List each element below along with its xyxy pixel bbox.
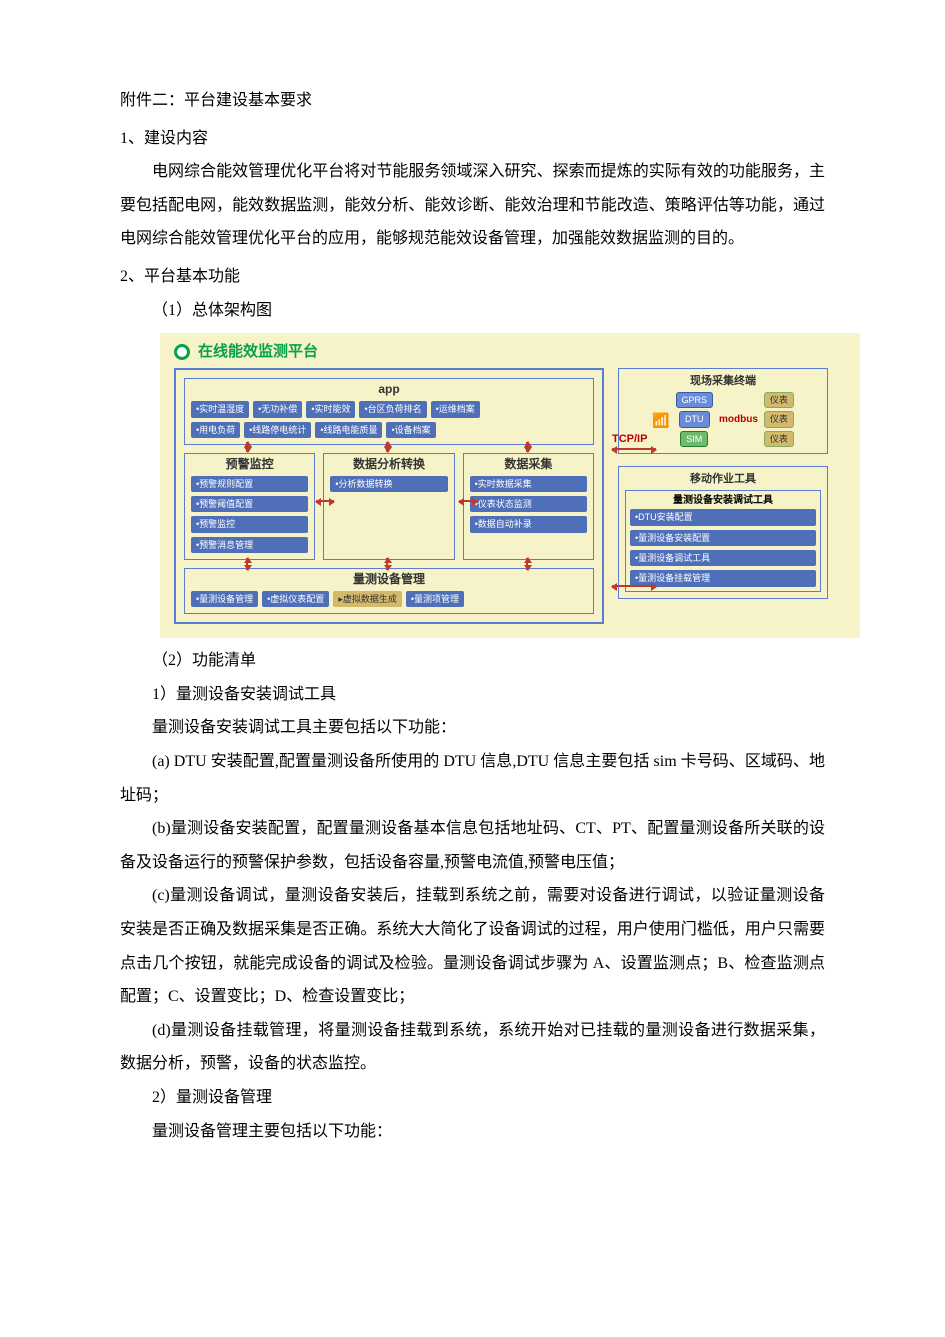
arrow-icon bbox=[316, 500, 334, 502]
box-mobile: 移动作业工具 量测设备安装调试工具 •DTU安装配置 •量测设备安装配置 •量测… bbox=[618, 466, 828, 599]
chip: •实时数据采集 bbox=[470, 476, 587, 492]
chip: •量测设备挂载管理 bbox=[630, 570, 816, 586]
chip: •量测设备管理 bbox=[191, 591, 258, 607]
arrow-icon bbox=[526, 558, 528, 570]
chip: •DTU安装配置 bbox=[630, 509, 816, 525]
module-analyze: 数据分析转换 •分析数据转换 bbox=[323, 453, 454, 560]
arrow-icon bbox=[386, 442, 388, 452]
chip: •设备档案 bbox=[386, 422, 435, 438]
meter-pill: 仪表 bbox=[764, 392, 794, 408]
attachment-title: 附件二：平台建设基本要求 bbox=[120, 84, 825, 118]
func-1-intro: 量测设备安装调试工具主要包括以下功能： bbox=[120, 711, 825, 745]
func-2-intro: 量测设备管理主要包括以下功能： bbox=[120, 1115, 825, 1149]
module-analyze-title: 数据分析转换 bbox=[330, 458, 447, 472]
tcp-ip-label: TCP/IP bbox=[612, 433, 647, 446]
chip: •线路电能质量 bbox=[315, 422, 382, 438]
chip: •实时温湿度 bbox=[191, 401, 249, 417]
chip: •线路停电统计 bbox=[244, 422, 311, 438]
section-2-2: （2）功能清单 bbox=[120, 644, 825, 678]
section-2-head: 2、平台基本功能 bbox=[120, 260, 825, 294]
chip: •预警阈值配置 bbox=[191, 496, 308, 512]
chip: •量测设备调试工具 bbox=[630, 550, 816, 566]
arrow-icon bbox=[386, 558, 388, 570]
box-terminal: 现场采集终端 📶 GPRS DTU SIM modbus 仪表 仪表 仪表 bbox=[618, 368, 828, 454]
chip: •无功补偿 bbox=[253, 401, 302, 417]
section-1-head: 1、建设内容 bbox=[120, 122, 825, 156]
title-dot-icon bbox=[174, 344, 190, 360]
mobile-sub-title: 量测设备安装调试工具 bbox=[630, 495, 816, 507]
meter-pill: 仪表 bbox=[764, 431, 794, 447]
chip: •量测设备安装配置 bbox=[630, 530, 816, 546]
section-1-body: 电网综合能效管理优化平台将对节能服务领域深入研究、探索而提炼的实际有效的功能服务… bbox=[120, 155, 825, 256]
chip: •预警消息管理 bbox=[191, 537, 308, 553]
chip: •量测项管理 bbox=[406, 591, 464, 607]
module-device: 量测设备管理 •量测设备管理 •虚拟仪表配置 ▸虚拟数据生成 •量测项管理 bbox=[184, 568, 594, 614]
module-collect: 数据采集 •实时数据采集 •仪表状态监测 •数据自动补录 bbox=[463, 453, 594, 560]
architecture-diagram: 在线能效监测平台 TCP/IP app •实时温湿度 •无功补偿 •实时能效 •… bbox=[160, 333, 860, 638]
module-collect-title: 数据采集 bbox=[470, 458, 587, 472]
dtu-pill: DTU bbox=[679, 411, 710, 427]
chip: •虚拟仪表配置 bbox=[262, 591, 329, 607]
chip: •运维档案 bbox=[431, 401, 480, 417]
module-app: app •实时温湿度 •无功补偿 •实时能效 •台区负荷排名 •运维档案 •用电… bbox=[184, 378, 594, 444]
func-1-b: (b)量测设备安装配置，配置量测设备基本信息包括地址码、CT、PT、配置量测设备… bbox=[120, 812, 825, 879]
arrow-icon bbox=[526, 442, 528, 452]
chip: •预警监控 bbox=[191, 516, 308, 532]
chip: •预警规则配置 bbox=[191, 476, 308, 492]
func-1-a: (a) DTU 安装配置,配置量测设备所使用的 DTU 信息,DTU 信息主要包… bbox=[120, 745, 825, 812]
modbus-label: modbus bbox=[719, 414, 758, 426]
module-warning: 预警监控 •预警规则配置 •预警阈值配置 •预警监控 •预警消息管理 bbox=[184, 453, 315, 560]
module-app-title: app bbox=[191, 383, 587, 397]
arrow-icon bbox=[459, 500, 477, 502]
diagram-title: 在线能效监测平台 bbox=[198, 343, 318, 360]
chip: •仪表状态监测 bbox=[470, 496, 587, 512]
func-1-c: (c)量测设备调试，量测设备安装后，挂载到系统之前，需要对设备进行调试，以验证量… bbox=[120, 879, 825, 1013]
func-1-d: (d)量测设备挂载管理，将量测设备挂载到系统，系统开始对已挂载的量测设备进行数据… bbox=[120, 1014, 825, 1081]
sim-pill: SIM bbox=[680, 431, 708, 447]
box-terminal-title: 现场采集终端 bbox=[625, 375, 821, 388]
right-column: 现场采集终端 📶 GPRS DTU SIM modbus 仪表 仪表 仪表 bbox=[618, 368, 828, 598]
chip: •分析数据转换 bbox=[330, 476, 447, 492]
module-device-title: 量测设备管理 bbox=[191, 573, 587, 587]
arrow-icon bbox=[612, 448, 656, 450]
platform-core-box: app •实时温湿度 •无功补偿 •实时能效 •台区负荷排名 •运维档案 •用电… bbox=[174, 368, 604, 624]
wireless-icon: 📶 bbox=[652, 412, 669, 428]
func-2-head: 2）量测设备管理 bbox=[120, 1081, 825, 1115]
chip: •实时能效 bbox=[306, 401, 355, 417]
chip: •用电负荷 bbox=[191, 422, 240, 438]
func-1-head: 1）量测设备安装调试工具 bbox=[120, 678, 825, 712]
app-row2: •用电负荷 •线路停电统计 •线路电能质量 •设备档案 bbox=[191, 422, 587, 438]
chip: •数据自动补录 bbox=[470, 516, 587, 532]
arrow-icon bbox=[246, 558, 248, 570]
arrow-icon bbox=[612, 585, 656, 587]
meter-pill: 仪表 bbox=[764, 411, 794, 427]
chip: •台区负荷排名 bbox=[359, 401, 426, 417]
middle-modules-row: 预警监控 •预警规则配置 •预警阈值配置 •预警监控 •预警消息管理 数据分析转… bbox=[184, 453, 594, 560]
app-row1: •实时温湿度 •无功补偿 •实时能效 •台区负荷排名 •运维档案 bbox=[191, 401, 587, 417]
gprs-pill: GPRS bbox=[676, 392, 714, 408]
arrow-icon bbox=[246, 442, 248, 452]
section-2-1: （1）总体架构图 bbox=[120, 294, 825, 328]
module-warning-title: 预警监控 bbox=[191, 458, 308, 472]
chip: ▸虚拟数据生成 bbox=[333, 591, 402, 607]
box-mobile-title: 移动作业工具 bbox=[625, 473, 821, 486]
